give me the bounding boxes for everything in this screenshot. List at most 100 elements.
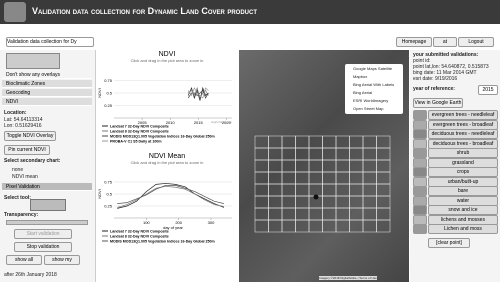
start-validation-button[interactable]: Start validation	[14, 229, 72, 239]
logout-button[interactable]: Logout	[458, 37, 494, 47]
class-button[interactable]: water	[428, 195, 498, 206]
grid-cell	[268, 219, 283, 233]
layer-option[interactable]: Mapbox	[353, 74, 368, 79]
x-tick-label: 2015	[194, 120, 204, 125]
class-color[interactable]	[413, 138, 427, 149]
map[interactable]: Google Maps Satellite Mapbox Bing Aerial…	[239, 50, 409, 282]
class-color[interactable]	[413, 186, 427, 196]
grid-cell	[322, 171, 337, 185]
x-tick-label: 200	[175, 220, 182, 225]
stop-validation-button[interactable]: Stop validation	[14, 242, 72, 252]
google-earth-button[interactable]: View in Google Earth	[413, 98, 463, 108]
overlay-option[interactable]: Bioclimatic Zones	[2, 80, 92, 88]
class-color[interactable]	[413, 176, 427, 187]
grid-cell	[295, 159, 310, 173]
class-color[interactable]	[413, 214, 427, 225]
grid-cell	[349, 195, 364, 209]
grid-cell	[335, 171, 350, 185]
grid-cell	[376, 195, 391, 209]
class-color[interactable]	[413, 205, 427, 215]
grid-cell	[362, 159, 377, 173]
grid-cell	[349, 159, 364, 173]
grid-cell	[254, 135, 269, 149]
class-button[interactable]: lichens and mosses	[428, 214, 498, 225]
layer-option[interactable]: Bing Aerial	[353, 90, 373, 95]
tool-icons[interactable]	[6, 53, 60, 69]
y-tick-label: 0.25	[104, 103, 113, 108]
class-color[interactable]	[413, 224, 427, 234]
grid-cell	[322, 183, 337, 197]
class-button[interactable]: crops	[428, 167, 498, 177]
grid-cell	[281, 183, 296, 197]
class-button[interactable]: evergreen trees - needleleaf	[428, 110, 498, 120]
year-input[interactable]: 2015	[478, 85, 498, 95]
radio-none[interactable]: none	[12, 167, 24, 173]
pin-ndvi-button[interactable]: Pin current NDVI	[4, 145, 50, 155]
clear-point-button[interactable]: [clear point]	[428, 238, 470, 248]
lon: Lon: 0.51629416	[4, 123, 42, 129]
layer-option[interactable]: Google Maps Satellite	[353, 66, 393, 71]
x-tick-label: 2005	[138, 120, 148, 125]
bing-date: bing date: 11 Mar 2014 GMT	[413, 70, 477, 76]
grid-cell	[254, 147, 269, 161]
grid-cell	[268, 195, 283, 209]
grid-cell	[254, 207, 269, 221]
grid-cell	[376, 207, 391, 221]
pixel-section[interactable]: Pixel Validation	[2, 183, 92, 191]
layer-option[interactable]: Open Street Map	[353, 106, 384, 111]
show-all-button[interactable]: show all	[6, 255, 42, 265]
series-line	[117, 185, 225, 204]
validations-header: your submitted validations:	[413, 52, 479, 58]
class-color[interactable]	[413, 148, 427, 158]
class-button[interactable]: urban/built-up	[428, 176, 498, 187]
esri-date: esri date: 9/19/2016	[413, 76, 458, 82]
class-button[interactable]: snow and ice	[428, 205, 498, 215]
grid-cell	[281, 171, 296, 185]
project-select[interactable]: Validation data collection for Dy	[6, 37, 94, 47]
class-color[interactable]	[413, 167, 427, 177]
class-color[interactable]	[413, 157, 427, 168]
x-tick-label: 2020	[222, 120, 232, 125]
overlay-option[interactable]: Geocoding	[2, 89, 92, 97]
grid-cell	[349, 147, 364, 161]
class-color[interactable]	[413, 110, 427, 120]
homepage-button[interactable]: Homepage	[396, 37, 432, 47]
grid-cell	[281, 195, 296, 209]
grid-cell	[295, 219, 310, 233]
class-button[interactable]: evergreen trees - broadleaf	[428, 119, 498, 130]
class-button[interactable]: deciduous trees - broadleaf	[428, 138, 498, 149]
grid-cell	[349, 183, 364, 197]
grid-cell	[335, 195, 350, 209]
toggle-ndvi-button[interactable]: Toggle NDVI Overlay	[4, 131, 56, 141]
grid-cell	[376, 171, 391, 185]
class-button[interactable]: deciduous trees - needleleaf	[428, 129, 498, 139]
x-tick-label: 300	[208, 220, 215, 225]
overlay-option[interactable]: NDVI	[2, 98, 92, 106]
grid-cell	[281, 147, 296, 161]
chart-title: NDVI Mean	[149, 153, 185, 160]
map-grid	[254, 135, 391, 233]
legend-label: Landsat 7 32-Day NDVI Composite	[110, 230, 169, 234]
class-color[interactable]	[413, 195, 427, 206]
user-button[interactable]: at	[433, 37, 457, 47]
radio-ndvi-mean[interactable]: NDVI mean	[12, 174, 38, 180]
chart-credit: Highcharts.com	[211, 120, 232, 124]
grid-cell	[268, 207, 283, 221]
layer-switcher[interactable]	[345, 64, 403, 114]
layer-option[interactable]: ESRI WorldImagery	[353, 98, 389, 103]
layer-option[interactable]: Bing Aerial With Labels	[353, 82, 395, 87]
show-my-button[interactable]: show my	[44, 255, 80, 265]
class-button[interactable]: shrub	[428, 148, 498, 158]
class-color[interactable]	[413, 129, 427, 139]
transparency-slider[interactable]	[6, 220, 88, 225]
class-button[interactable]: grassland	[428, 157, 498, 168]
class-button[interactable]: Lichen and moss	[428, 224, 498, 234]
tool-buttons[interactable]	[30, 199, 66, 211]
class-color[interactable]	[413, 119, 427, 130]
grid-cell	[268, 171, 283, 185]
overlay-option[interactable]: Don't show any overlays	[2, 71, 92, 79]
grid-cell	[362, 135, 377, 149]
grid-cell	[254, 183, 269, 197]
class-button[interactable]: bare	[428, 186, 498, 196]
